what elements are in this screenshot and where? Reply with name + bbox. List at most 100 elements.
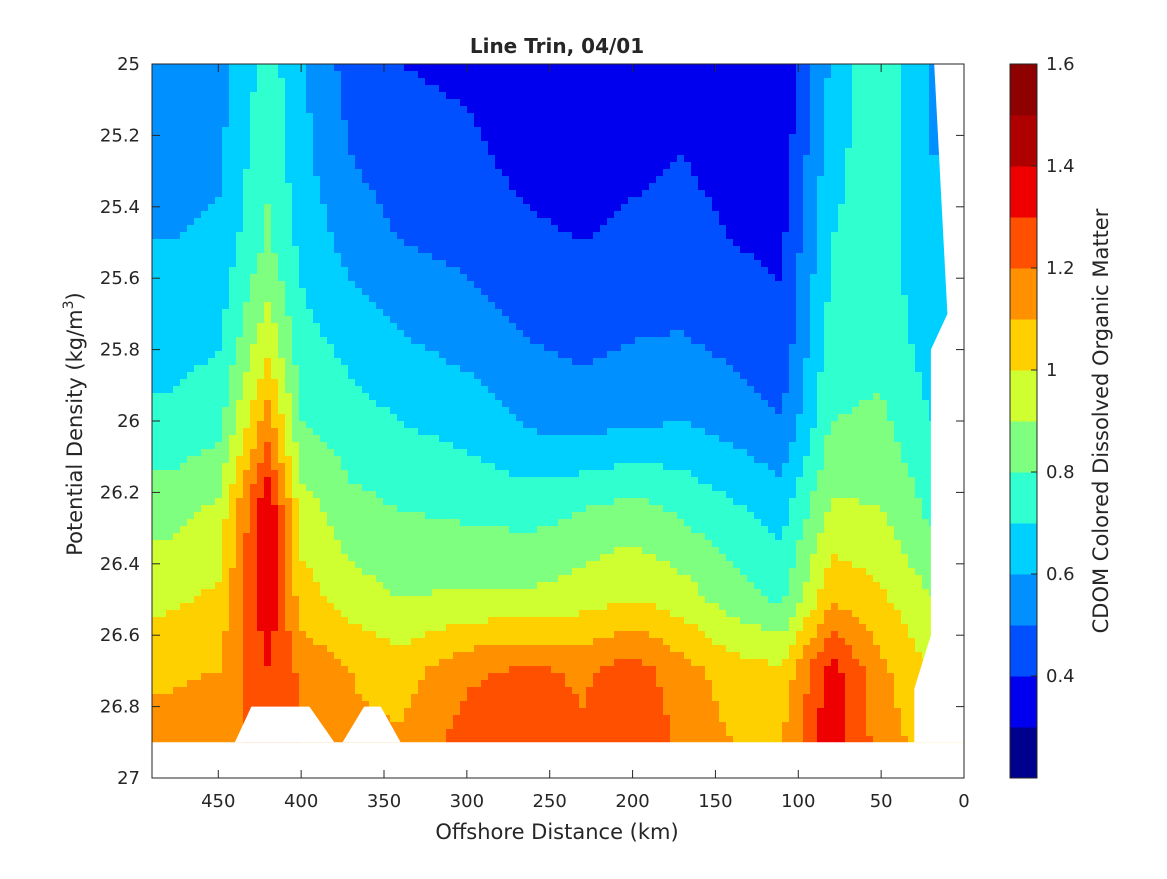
contour-cell xyxy=(768,302,776,310)
contour-cell xyxy=(425,120,433,128)
contour-cell xyxy=(341,253,349,261)
contour-cell xyxy=(796,120,804,128)
contour-cell xyxy=(243,351,251,359)
contour-cell xyxy=(684,316,692,324)
contour-cell xyxy=(901,260,909,268)
contour-cell xyxy=(180,218,188,226)
contour-cell xyxy=(810,323,818,331)
contour-cell xyxy=(796,169,804,177)
contour-cell xyxy=(432,295,440,303)
contour-cell xyxy=(824,99,832,107)
contour-cell xyxy=(628,351,636,359)
contour-cell xyxy=(152,120,160,128)
contour-cell xyxy=(691,85,699,93)
contour-cell xyxy=(887,344,895,352)
contour-cell xyxy=(334,169,342,177)
contour-cell xyxy=(740,71,748,79)
contour-cell xyxy=(397,281,405,289)
contour-cell xyxy=(775,162,783,170)
contour-cell xyxy=(222,169,230,177)
contour-cell xyxy=(537,155,545,163)
contour-cell xyxy=(614,141,622,149)
contour-cell xyxy=(677,358,685,366)
contour-cell xyxy=(404,323,412,331)
contour-cell xyxy=(705,176,713,184)
contour-cell xyxy=(341,134,349,142)
contour-cell xyxy=(397,344,405,352)
contour-cell xyxy=(740,253,748,261)
contour-cell xyxy=(817,309,825,317)
contour-cell xyxy=(586,246,594,254)
contour-cell xyxy=(922,176,930,184)
contour-cell xyxy=(453,85,461,93)
contour-cell xyxy=(719,113,727,121)
contour-cell xyxy=(488,106,496,114)
contour-cell xyxy=(649,344,657,352)
contour-cell xyxy=(460,155,468,163)
contour-cell xyxy=(775,134,783,142)
contour-cell xyxy=(642,169,650,177)
contour-cell xyxy=(859,162,867,170)
contour-cell xyxy=(761,176,769,184)
contour-cell xyxy=(341,162,349,170)
contour-cell xyxy=(649,197,657,205)
contour-cell xyxy=(439,64,447,72)
contour-cell xyxy=(775,302,783,310)
contour-cell xyxy=(740,295,748,303)
contour-cell xyxy=(439,92,447,100)
contour-cell xyxy=(264,71,272,79)
contour-cell xyxy=(278,155,286,163)
contour-cell xyxy=(866,71,874,79)
contour-cell xyxy=(558,148,566,156)
contour-cell xyxy=(600,99,608,107)
contour-cell xyxy=(754,78,762,86)
contour-cell xyxy=(838,155,846,163)
contour-cell xyxy=(271,204,279,212)
contour-cell xyxy=(292,169,300,177)
contour-cell xyxy=(565,176,573,184)
contour-cell xyxy=(614,267,622,275)
contour-cell xyxy=(803,330,811,338)
contour-cell xyxy=(922,155,930,163)
contour-cell xyxy=(754,295,762,303)
contour-cell xyxy=(789,204,797,212)
contour-cell xyxy=(152,113,160,121)
contour-cell xyxy=(383,288,391,296)
contour-cell xyxy=(621,85,629,93)
contour-cell xyxy=(397,99,405,107)
contour-cell xyxy=(656,330,664,338)
contour-cell xyxy=(509,239,517,247)
contour-cell xyxy=(642,351,650,359)
contour-cell xyxy=(866,309,874,317)
contour-cell xyxy=(327,92,335,100)
contour-cell xyxy=(880,288,888,296)
contour-cell xyxy=(236,169,244,177)
contour-cell xyxy=(439,239,447,247)
contour-cell xyxy=(775,211,783,219)
contour-cell xyxy=(390,239,398,247)
contour-cell xyxy=(887,64,895,72)
contour-cell xyxy=(796,239,804,247)
contour-cell xyxy=(467,106,475,114)
contour-cell xyxy=(509,260,517,268)
contour-cell xyxy=(481,148,489,156)
contour-cell xyxy=(502,253,510,261)
contour-cell xyxy=(593,225,601,233)
contour-cell xyxy=(761,92,769,100)
contour-cell xyxy=(537,113,545,121)
contour-cell xyxy=(397,190,405,198)
contour-cell xyxy=(838,162,846,170)
contour-cell xyxy=(684,106,692,114)
contour-cell xyxy=(285,71,293,79)
contour-cell xyxy=(761,344,769,352)
contour-cell xyxy=(852,218,860,226)
contour-cell xyxy=(880,323,888,331)
contour-cell xyxy=(215,190,223,198)
contour-cell xyxy=(712,232,720,240)
contour-cell xyxy=(397,169,405,177)
contour-cell xyxy=(859,78,867,86)
contour-cell xyxy=(824,302,832,310)
contour-cell xyxy=(187,260,195,268)
contour-cell xyxy=(579,78,587,86)
contour-cell xyxy=(474,120,482,128)
